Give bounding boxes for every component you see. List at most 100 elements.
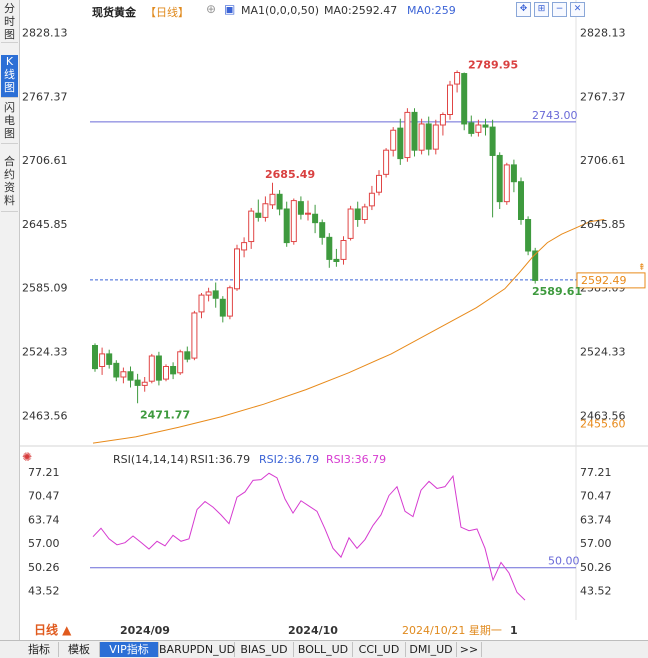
rsi-tick-right: 57.00 [580,537,612,550]
candle-body [354,208,361,220]
candle-body [496,154,503,203]
footer-tab-templates[interactable]: 模板 [59,642,100,657]
candle [113,360,120,382]
candle-body [184,351,191,360]
footer-tab-more[interactable]: >> [457,642,482,657]
kline-chart[interactable]: 2828.13 2828.13 2767.37 2767.37 2706.61 2706.… [20,0,648,640]
candle-body [376,174,382,193]
candle [439,112,446,136]
candle [347,205,354,241]
candle [191,310,198,361]
candle-body [99,353,106,367]
rsi-tick-right: 70.47 [580,490,612,503]
ma50-line [92,219,605,444]
price-tick-left: 2585.09 [22,282,68,295]
sidebar-tab-timeshare[interactable]: 分时图 [1,2,18,43]
rsi-tick-left: 50.26 [28,561,60,574]
candle [219,296,226,323]
candle-body [248,210,255,243]
candle-body [106,353,113,365]
candle-body [489,126,496,156]
sidebar: 分时图 K线图 闪电图 合约资料 [0,0,20,640]
candle-body [525,219,532,252]
period-selector[interactable]: 日线 ▲ [20,622,92,639]
footer-tab-boll[interactable]: BOLL_UD [294,642,353,657]
candle [447,80,453,120]
add-indicator-icon[interactable]: ⊕ [206,2,217,16]
price-tick-left: 2767.37 [22,90,68,103]
footer-tab-indicators[interactable]: 指标 [20,642,59,657]
rsi-line [92,472,526,601]
indicator-settings-icon[interactable]: ▣ [224,2,236,16]
candle [489,119,496,218]
candle-body [262,203,269,218]
candle-body [312,213,319,224]
candle [518,177,524,225]
price-tick-left: 2524.33 [22,345,68,358]
chart-area[interactable]: 2828.13 2828.13 2767.37 2767.37 2706.61 2706.… [20,0,648,640]
candle-body [319,222,326,238]
instrument-title: 现货黄金 [92,6,136,19]
candle [503,162,510,205]
minimize-icon[interactable]: − [552,2,567,17]
sidebar-tab-kline[interactable]: K线图 [1,55,18,98]
candle [205,287,212,302]
candle-body [404,111,411,159]
candle-body [411,111,418,151]
candle [198,293,205,319]
rsi-tick-right: 77.21 [580,466,612,479]
candle [255,199,262,222]
candle [432,119,439,155]
candle [461,72,468,131]
sidebar-tab-flash[interactable]: 闪电图 [1,101,18,144]
grid-icon[interactable]: ⊞ [534,2,549,17]
candle [354,201,361,227]
candle [383,148,390,178]
candle [99,347,106,375]
sidebar-tab-contract-info[interactable]: 合约资料 [1,155,18,212]
candle [177,349,184,375]
footer-tab-cci[interactable]: CCI_UD [353,642,406,657]
candle [305,200,311,221]
candle [333,248,340,267]
candle-body [326,236,333,260]
footer-tab-vip-indicators[interactable]: VIP指标 [100,642,159,657]
ma-price-tag: 2455.60 [580,418,626,431]
price-tag-arrow-icon: ⇞ [638,263,646,273]
crosshair-icon[interactable]: ✥ [516,2,531,17]
footer-tab-bias[interactable]: BIAS_UD [235,642,294,657]
rsi-tick-right: 50.26 [580,561,612,574]
candle [120,367,127,384]
candle [525,216,532,256]
rsi-tick-left: 57.00 [28,537,60,550]
candle-body [532,250,539,281]
candle [368,185,375,211]
candle-body [163,366,169,380]
close-icon[interactable]: ✕ [570,2,585,17]
current-price-tag-box [576,272,646,289]
candle-body [283,208,290,244]
candle-body [141,381,148,386]
candle-body [120,371,127,378]
candle-body [269,193,276,206]
price-tick-left: 2645.85 [22,218,68,231]
footer-tab-barupdn[interactable]: BARUPDN_UD [159,642,236,657]
rsi-settings-icon[interactable]: ✺ [22,450,33,464]
indicator-tab-bar: 指标 模板 VIP指标 BARUPDN_UD BIAS_UD BOLL_UD C… [0,640,648,658]
rsi-tick-right: 63.74 [580,513,612,526]
price-tick-left: 2706.61 [22,154,68,167]
rsi-tick-left: 43.52 [28,585,60,598]
candle [276,190,283,216]
candle [134,373,141,404]
candle [226,285,233,320]
resistance-tag: 2743.00 [532,109,578,122]
candle-body [212,290,219,299]
candle-body [397,127,404,160]
footer-tab-dmi[interactable]: DMI_UD [406,642,457,657]
price-tick-right: 2524.33 [580,345,626,358]
period-label[interactable]: 【日线】 [145,6,189,19]
candle [468,115,475,137]
candle [397,118,404,165]
price-tick-right: 2767.37 [580,90,626,103]
current-price-tag: 2592.49 [581,274,627,287]
